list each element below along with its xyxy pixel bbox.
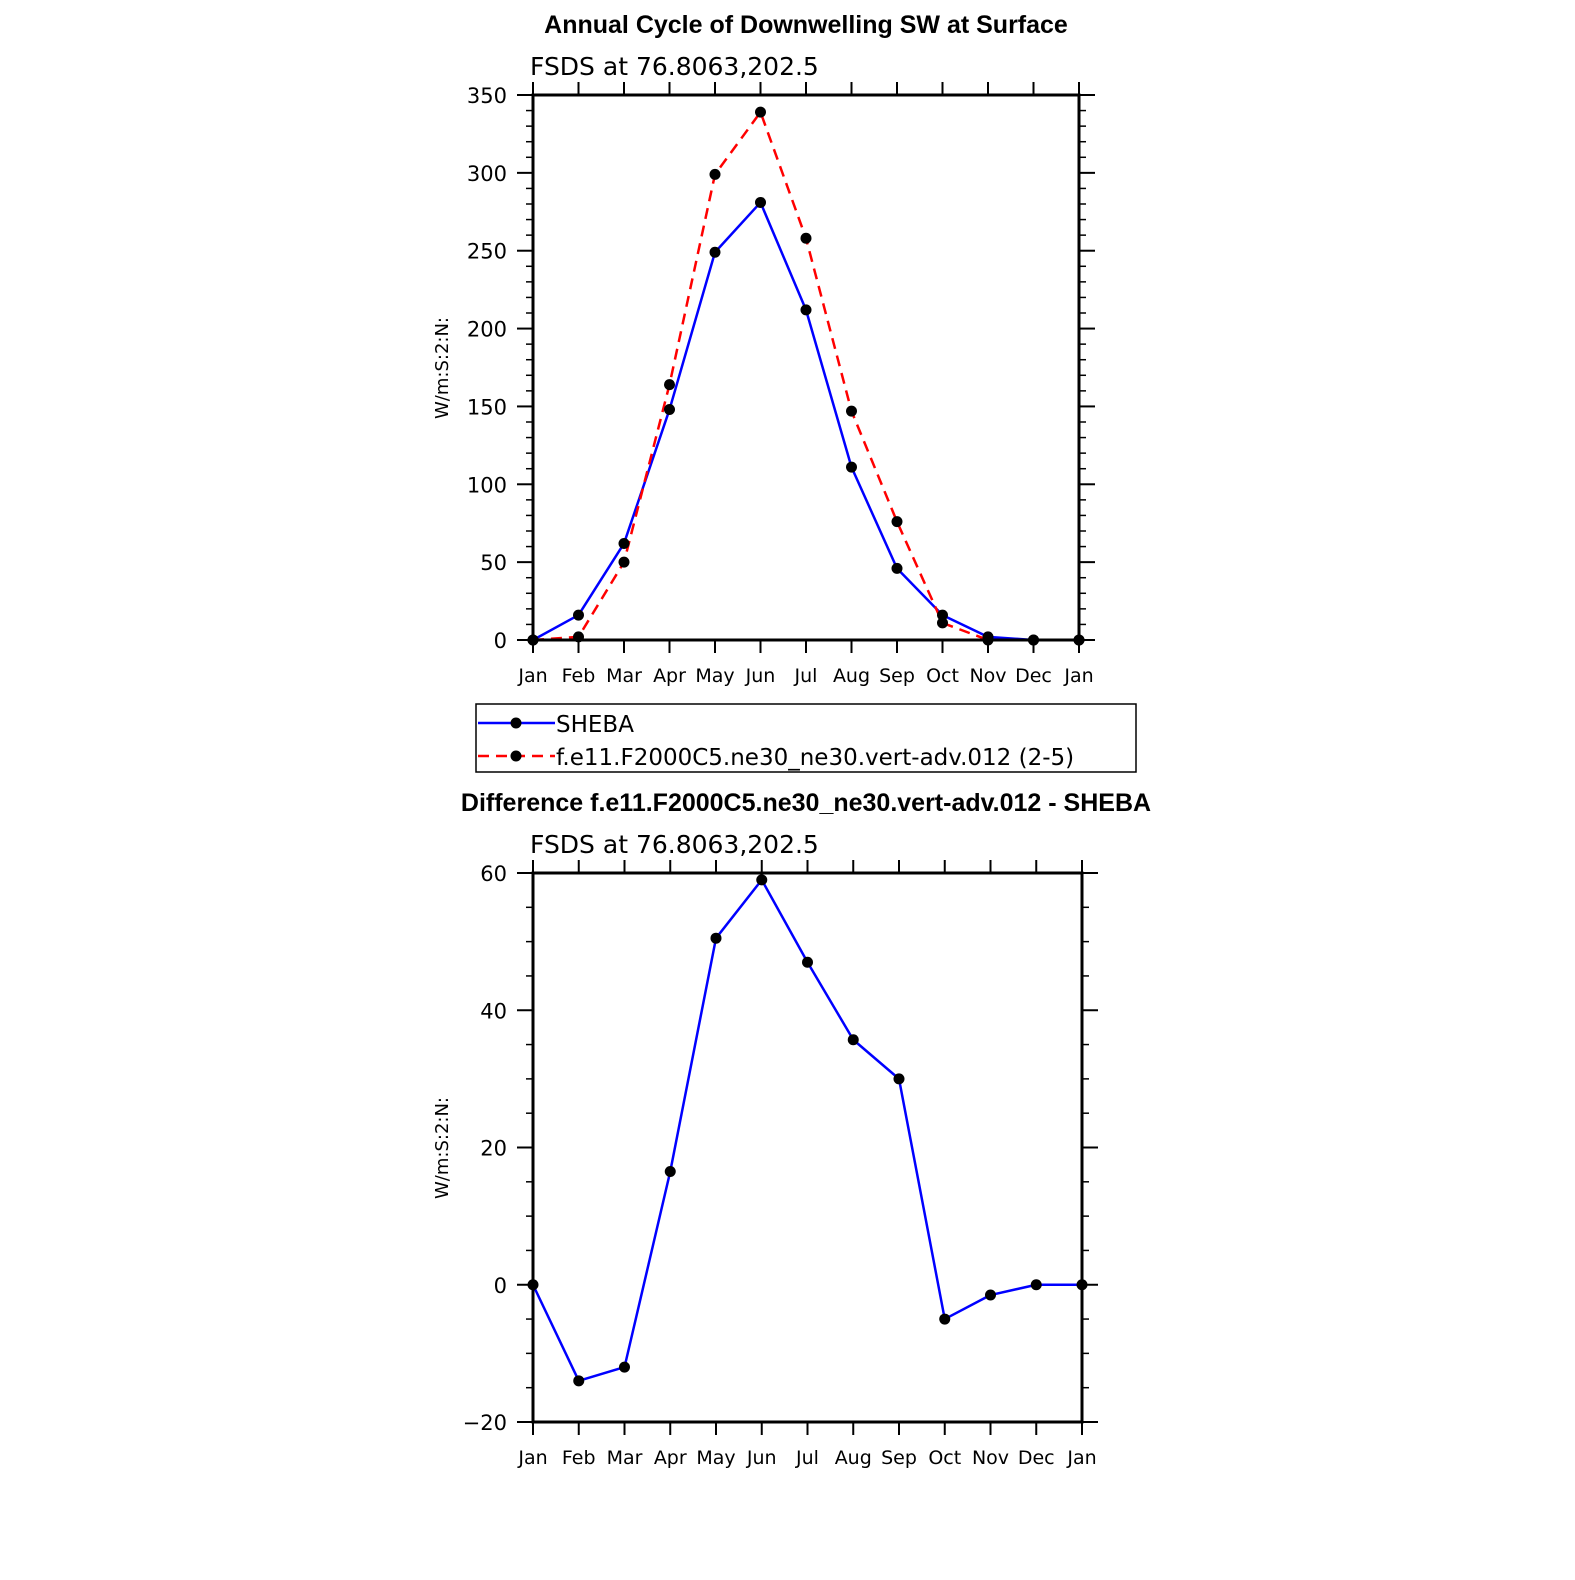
y-tick-label: 100 — [467, 473, 507, 497]
y-tick-label: 50 — [480, 551, 507, 575]
data-point — [891, 562, 903, 574]
legend-label-sheba: SHEBA — [556, 712, 634, 738]
x-tick-label: Jun — [745, 665, 776, 687]
y-axis-label: W/m:S:2:N: — [432, 317, 453, 419]
y-axis-label: W/m:S:2:N: — [432, 1097, 453, 1199]
series-layer — [527, 106, 1085, 646]
x-tick-label: Dec — [1015, 665, 1052, 687]
x-tick-label: May — [695, 665, 734, 687]
x-tick-label: Apr — [653, 665, 686, 687]
chart-subtitle: FSDS at 76.8063,202.5 — [530, 830, 819, 859]
data-point — [756, 874, 768, 886]
data-point — [937, 617, 948, 629]
y-tick-label: 60 — [480, 862, 507, 886]
annual-cycle-panel: Annual Cycle of Downwelling SW at Surfac… — [432, 11, 1137, 773]
x-tick-label: Feb — [562, 1447, 596, 1469]
x-tick-label: Dec — [1018, 1447, 1055, 1469]
data-point — [664, 1166, 676, 1178]
data-point — [846, 405, 857, 417]
data-point — [755, 106, 766, 118]
legend-marker-model — [510, 750, 522, 762]
x-tick-label: Sep — [879, 665, 915, 687]
x-tick-label: Oct — [928, 1447, 961, 1469]
axes: Jan Feb Mar Apr May Jun Jul Aug Sep Oct Nov Dec Jan 0… — [467, 82, 1095, 687]
legend-box — [475, 703, 1137, 773]
data-point — [847, 1034, 859, 1046]
y-tick-label: 150 — [467, 395, 507, 419]
y-tick-label: −20 — [463, 1411, 507, 1435]
data-point — [573, 609, 584, 621]
chart-title: Annual Cycle of Downwelling SW at Surfac… — [544, 11, 1068, 39]
data-point — [893, 1073, 905, 1085]
data-point — [891, 516, 903, 528]
x-tick-label: Jan — [1063, 665, 1093, 687]
x-tick-label: Jul — [794, 665, 818, 687]
y-tick-label: 0 — [494, 1274, 507, 1298]
x-tick-label: Apr — [654, 1447, 687, 1469]
chart-title: Difference f.e11.F2000C5.ne30_ne30.vert-… — [461, 789, 1151, 817]
data-point — [619, 1361, 630, 1373]
legend: SHEBA f.e11.F2000C5.ne30_ne30.vert-adv.0… — [475, 703, 1137, 773]
x-tick-label: Nov — [969, 665, 1006, 687]
y-tick-label: 350 — [467, 84, 507, 108]
x-tick-label: Aug — [833, 665, 870, 687]
series-line-1 — [532, 110, 1079, 642]
x-tick-label: Jan — [1066, 1447, 1096, 1469]
difference-panel: Difference f.e11.F2000C5.ne30_ne30.vert-… — [432, 789, 1151, 1469]
data-point — [939, 1313, 951, 1325]
data-point — [618, 556, 630, 568]
data-point — [664, 379, 675, 391]
data-point — [710, 932, 722, 944]
data-point — [709, 168, 721, 180]
x-tick-label: Jun — [746, 1447, 777, 1469]
legend-marker-sheba — [510, 717, 522, 729]
data-point — [846, 461, 857, 473]
x-tick-label: Feb — [562, 665, 596, 687]
data-point — [573, 1375, 585, 1387]
x-tick-label: Aug — [835, 1447, 872, 1469]
chart-subtitle: FSDS at 76.8063,202.5 — [530, 52, 819, 81]
data-point — [800, 232, 812, 244]
data-point — [664, 404, 675, 416]
y-tick-label: 40 — [480, 999, 507, 1023]
series-line-0 — [532, 201, 1079, 642]
y-tick-label: 250 — [467, 240, 507, 264]
plot-frame — [531, 871, 1084, 1424]
y-tick-label: 300 — [467, 162, 507, 186]
series-line-0 — [531, 878, 1082, 1383]
x-tick-label: Oct — [926, 665, 959, 687]
y-tick-label: 20 — [480, 1137, 507, 1161]
y-tick-label: 200 — [467, 318, 507, 342]
data-point — [709, 246, 721, 258]
x-tick-label: May — [696, 1447, 735, 1469]
series-layer — [527, 874, 1088, 1387]
axes: Jan Feb Mar Apr May Jun Jul Aug Sep Oct Nov Dec Jan−… — [463, 860, 1098, 1469]
x-tick-label: Jul — [795, 1447, 819, 1469]
y-tick-label: 0 — [494, 629, 507, 653]
x-tick-label: Jan — [517, 665, 547, 687]
x-tick-label: Mar — [607, 1447, 643, 1469]
data-point — [755, 196, 766, 208]
legend-label-model: f.e11.F2000C5.ne30_ne30.vert-adv.012 (2-… — [556, 745, 1074, 771]
data-point — [802, 956, 813, 968]
data-point — [800, 304, 812, 316]
x-tick-label: Sep — [881, 1447, 917, 1469]
data-point — [618, 537, 630, 549]
x-tick-label: Nov — [972, 1447, 1009, 1469]
data-point — [1030, 1279, 1042, 1291]
data-point — [985, 1289, 996, 1301]
data-point — [937, 609, 948, 621]
x-tick-label: Jan — [517, 1447, 547, 1469]
x-tick-label: Mar — [606, 665, 642, 687]
plot-frame — [531, 93, 1081, 642]
